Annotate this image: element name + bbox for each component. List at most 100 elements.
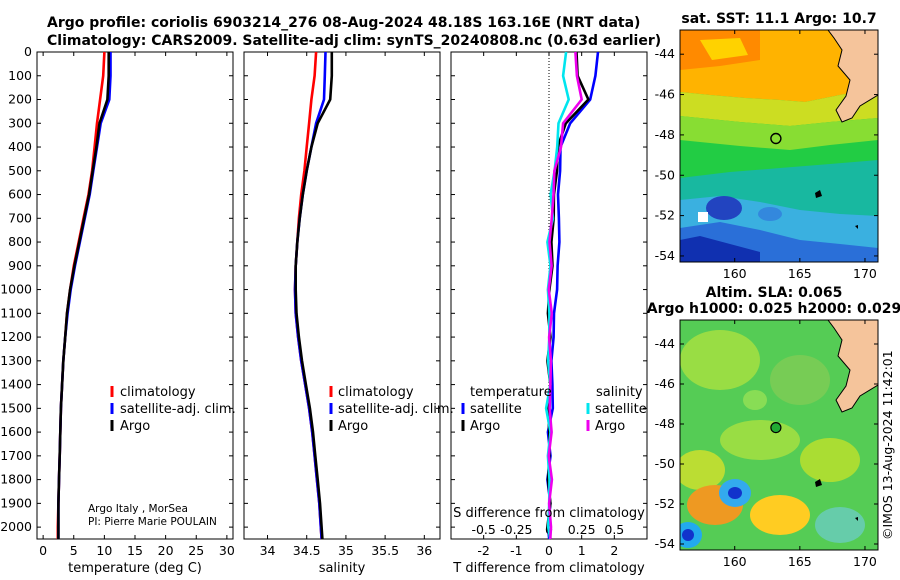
depth-axis: 0 100 200 300 400 500 600 700 800 900 1000 1100 1200… <box>0 44 647 534</box>
salinity-plot: 34 34.5 35 35.5 36 <box>260 51 432 558</box>
depth-tick-label: 100 <box>8 68 32 83</box>
top-tick-label: -0.5 <box>471 522 495 537</box>
sla-map-title-line2: Argo h1000: 0.025 h2000: 0.029 <box>647 301 900 317</box>
sla-map-axes: -44 -46 -48 -50 -52 -54 160 165 170 <box>655 320 878 569</box>
x-tick-label: 1 <box>578 543 586 558</box>
top-tick-label: 0.25 <box>568 522 596 537</box>
lat-tick-label: -54 <box>655 248 675 263</box>
legend-label-argo: Argo <box>338 419 368 434</box>
top-tick-label: 0.5 <box>604 522 624 537</box>
lon-tick-label: 165 <box>788 554 812 569</box>
series-line-satellite-adj-clim- <box>57 52 112 539</box>
x-tick-label: 20 <box>158 543 174 558</box>
depth-tick-label: 1600 <box>0 424 32 439</box>
depth-tick-label: 1200 <box>0 329 32 344</box>
lat-tick-label: -50 <box>655 456 675 471</box>
x-tick-label: 34 <box>260 543 276 558</box>
x-tick-label: 5 <box>70 543 78 558</box>
figure-title-line1: Argo profile: coriolis 6903214_276 08-Au… <box>47 15 640 31</box>
depth-tick-label: 1900 <box>0 495 32 510</box>
depth-tick-label: 1100 <box>0 305 32 320</box>
legend-label-climatology: climatology <box>120 385 196 400</box>
credit-org: Argo Italy , MorSea <box>88 503 188 515</box>
lat-tick-label: -48 <box>655 127 675 142</box>
lat-tick-label: -44 <box>655 46 675 61</box>
lon-tick-label: 170 <box>853 266 877 281</box>
salinity-plot-frame <box>243 51 441 540</box>
depth-tick-label: 1300 <box>0 353 32 368</box>
x-tick-label: 30 <box>219 543 235 558</box>
sla-map-frame <box>679 319 879 551</box>
legend-title-temperature: temperature <box>470 385 552 400</box>
legend-label-temp-satellite: satellite <box>470 402 522 417</box>
series-line-salinity-satellite <box>544 51 571 540</box>
depth-tick-label: 1000 <box>0 282 32 297</box>
difference-legend: temperature salinity satellite Argo sate… <box>461 385 647 434</box>
lon-tick-label: 160 <box>723 554 747 569</box>
legend-label-argo: Argo <box>120 419 150 434</box>
argo-position-marker <box>770 422 782 434</box>
x-tick-label: -2 <box>477 543 489 558</box>
depth-tick-label: 500 <box>8 163 32 178</box>
x-tick-label: 2 <box>610 543 618 558</box>
depth-tick-label: 300 <box>8 115 32 130</box>
depth-tick-label: 900 <box>8 258 32 273</box>
legend-label-satellite: satellite-adj. clim. <box>120 402 236 417</box>
sst-map-frame <box>679 29 879 263</box>
lat-tick-label: -50 <box>655 167 675 182</box>
x-tick-label: 25 <box>188 543 204 558</box>
salinity-xlabel: salinity <box>319 561 366 576</box>
lat-tick-label: -44 <box>655 336 675 351</box>
legend-label-climatology: climatology <box>338 385 414 400</box>
x-tick-label: 35 <box>338 543 354 558</box>
x-tick-label: 0 <box>545 543 553 558</box>
lat-tick-label: -46 <box>655 87 675 102</box>
x-tick-label: 15 <box>127 543 143 558</box>
lat-tick-label: -46 <box>655 376 675 391</box>
temperature-legend: climatology satellite-adj. clim. Argo <box>110 385 236 434</box>
legend-label-sal-argo: Argo <box>595 419 625 434</box>
depth-tick-label: 1700 <box>0 448 32 463</box>
salinity-legend: climatology satellite-adj. clim. Argo <box>329 385 454 434</box>
sst-map-field <box>680 30 878 262</box>
series-line-temperature-satellite <box>546 51 600 540</box>
figure-title-line2: Climatology: CARS2009. Satellite-adj cli… <box>47 33 661 49</box>
lat-tick-label: -48 <box>655 416 675 431</box>
legend-title-salinity: salinity <box>596 385 643 400</box>
legend-label-sal-satellite: satellite <box>595 402 647 417</box>
temperature-xlabel: temperature (deg C) <box>68 561 202 576</box>
series-line-argo <box>294 52 334 540</box>
series-line-climatology <box>56 51 106 539</box>
credit-pi: PI: Pierre Marie POULAIN <box>88 516 217 528</box>
lat-tick-label: -54 <box>655 536 675 551</box>
x-tick-label: 10 <box>96 543 112 558</box>
sla-map-field <box>680 320 878 550</box>
series-line-satellite-adj-clim- <box>293 51 327 540</box>
depth-tick-label: 400 <box>8 139 32 154</box>
sst-map-title: sat. SST: 11.1 Argo: 10.7 <box>681 11 876 27</box>
depth-tick-label: 1400 <box>0 377 32 392</box>
depth-tick-label: 1500 <box>0 400 32 415</box>
legend-label-temp-argo: Argo <box>470 419 500 434</box>
difference-xlabel-top: S difference from climatology <box>453 506 645 521</box>
lon-tick-label: 160 <box>723 266 747 281</box>
x-tick-label: -1 <box>510 543 522 558</box>
series-line-argo <box>57 52 110 539</box>
depth-tick-label: 2000 <box>0 519 32 534</box>
argo-position-marker <box>770 132 782 145</box>
temperature-plot: 0 5 10 15 20 25 30 <box>39 51 235 558</box>
series-line-salinity-argo <box>547 51 584 540</box>
temperature-plot-frame <box>36 51 234 540</box>
x-tick-label: 34.5 <box>293 543 321 558</box>
difference-xlabel: T difference from climatology <box>452 561 645 576</box>
x-tick-label: 36 <box>416 543 432 558</box>
x-tick-label: 0 <box>39 543 47 558</box>
x-tick-label: 35.5 <box>371 543 399 558</box>
sla-map-title-line1: Altim. SLA: 0.065 <box>706 285 843 301</box>
sst-map-axes: -44 -46 -48 -50 -52 -54 160 165 170 <box>655 30 878 281</box>
lat-tick-label: -52 <box>655 208 675 223</box>
depth-tick-label: 800 <box>8 234 32 249</box>
depth-tick-label: 200 <box>8 92 32 107</box>
series-line-temperature-argo <box>546 51 590 540</box>
